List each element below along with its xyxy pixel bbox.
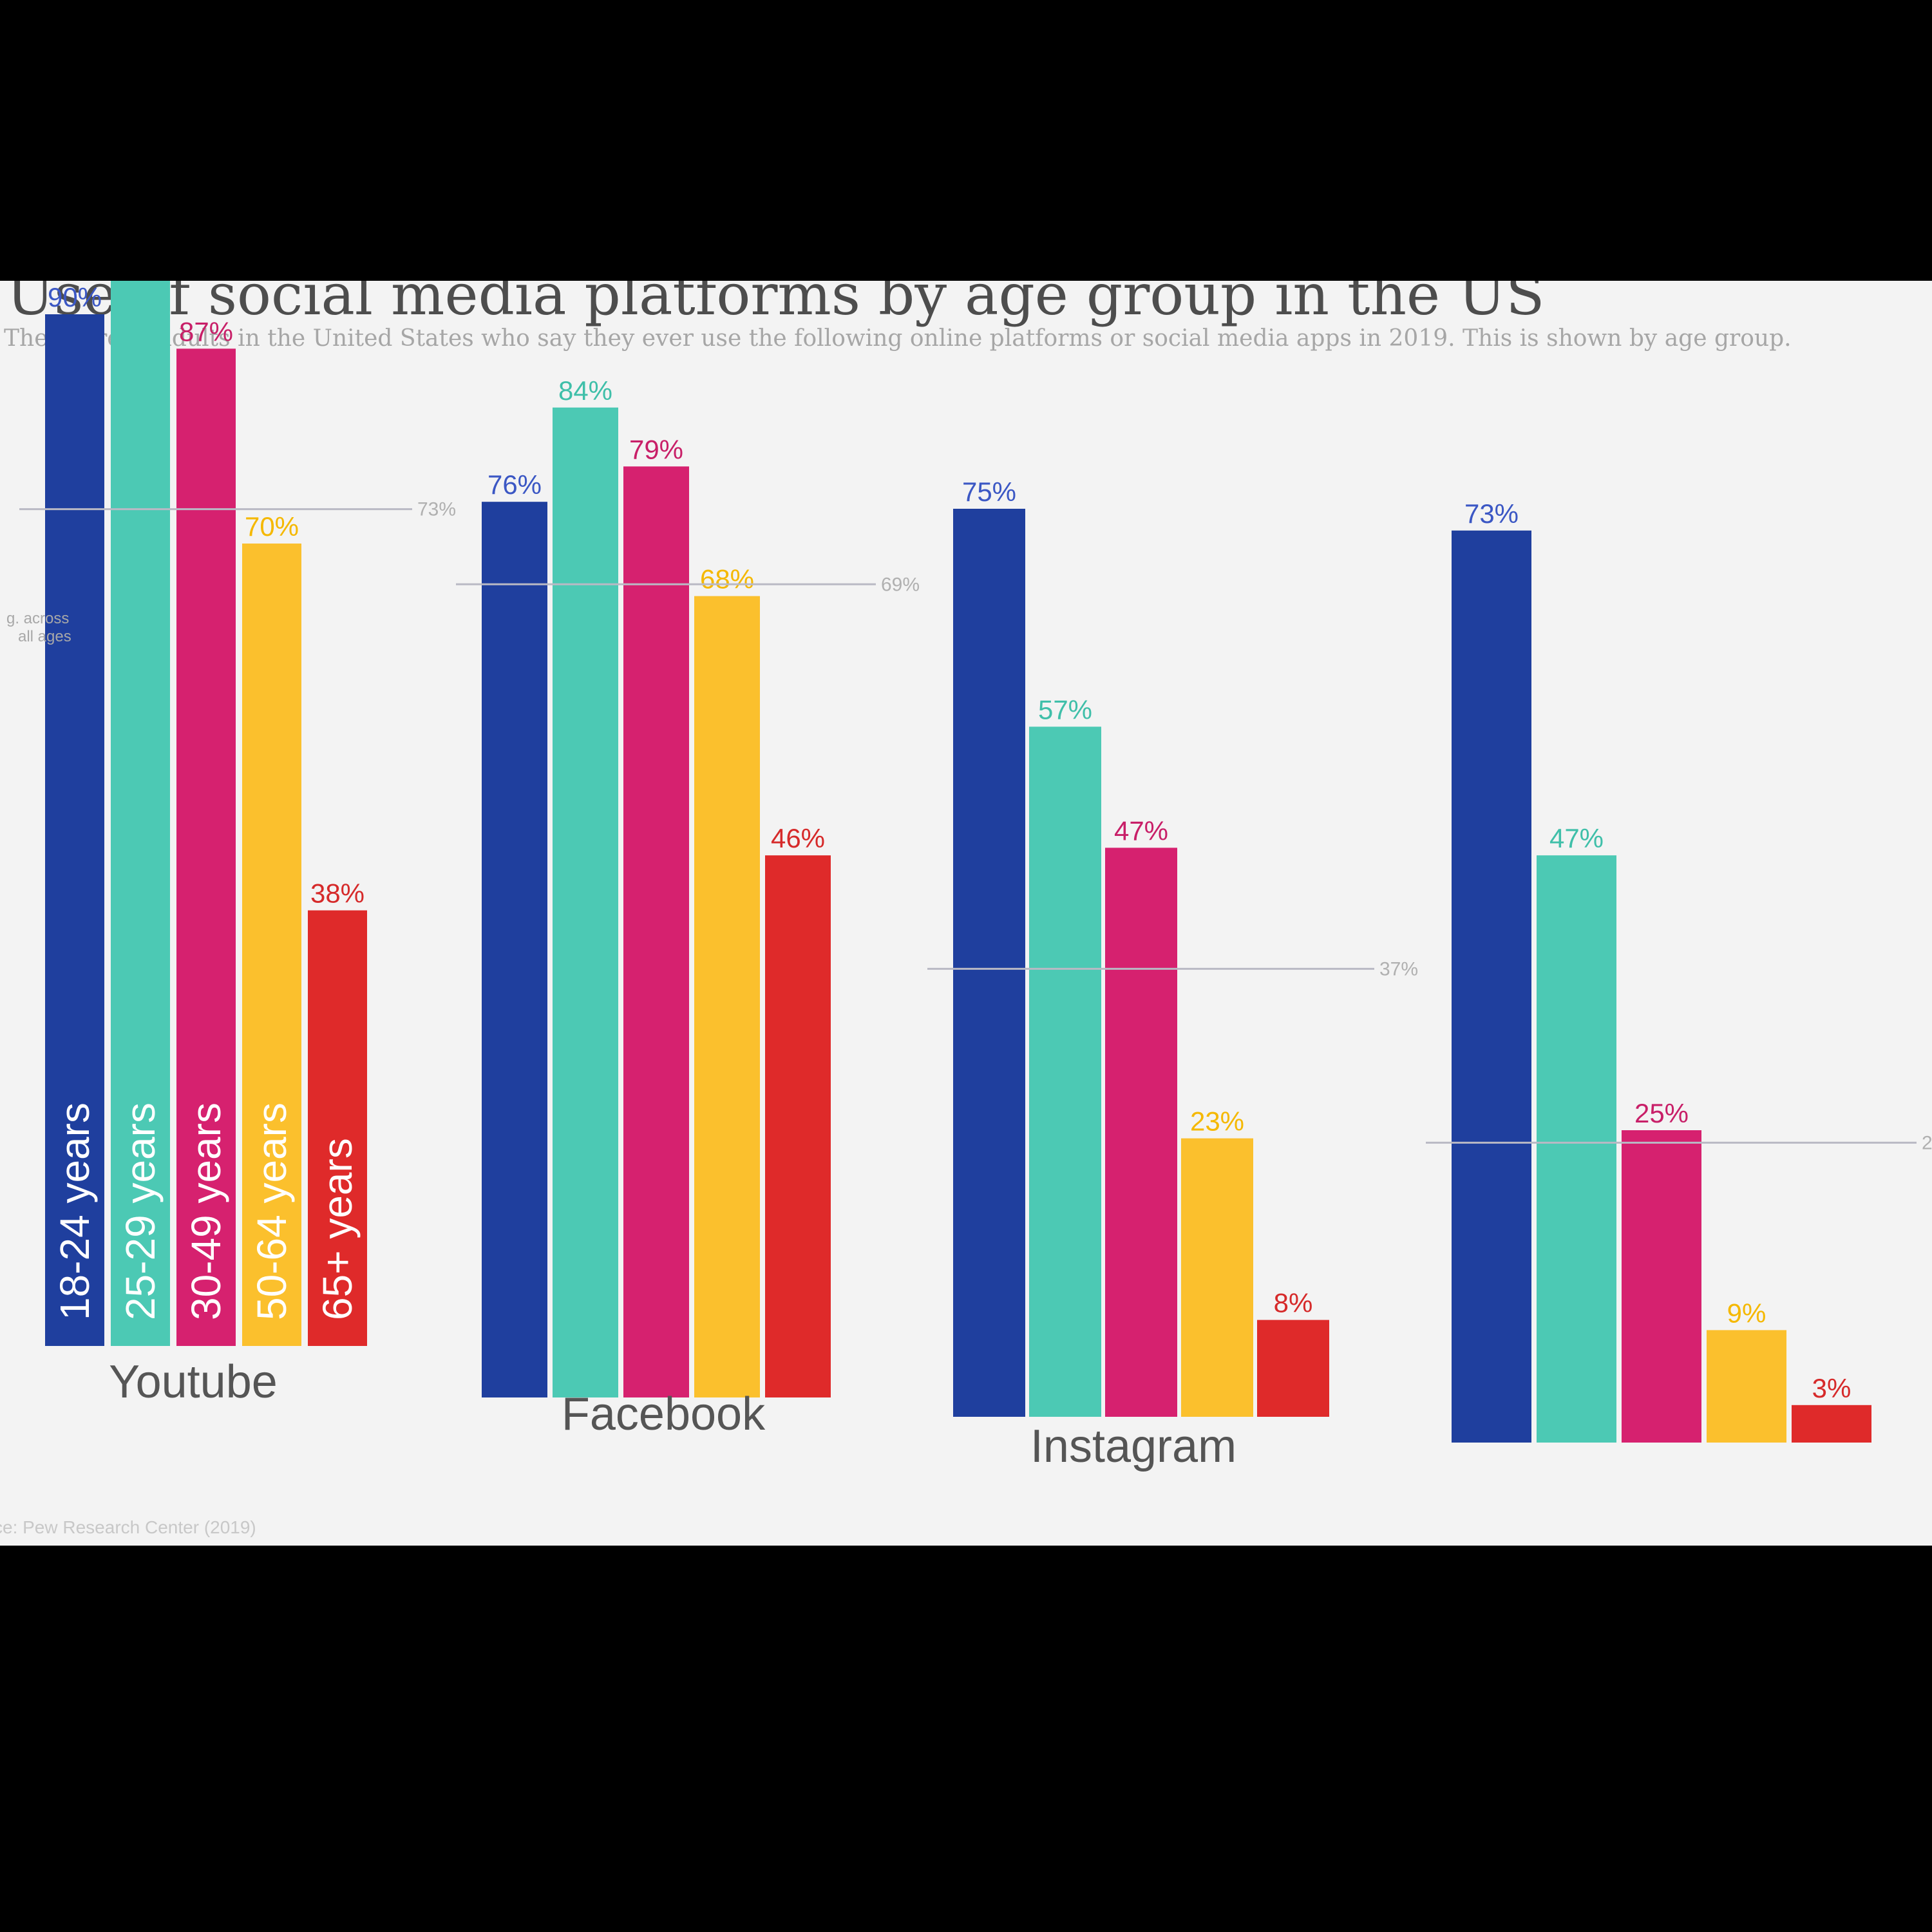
bar [242,544,301,1346]
bar [308,910,367,1346]
data-label: 3% [1812,1373,1852,1403]
data-label: 57% [1038,694,1092,724]
category-label: Facebook [562,1388,766,1440]
bar [1257,1320,1329,1417]
chart-title: Use of social media platforms by age gro… [6,281,1545,328]
data-label: 68% [700,564,754,594]
data-label: 47% [1549,823,1604,853]
category-label: Youtube [109,1356,278,1408]
data-label: 76% [488,469,542,500]
average-label: 37% [1379,958,1418,980]
data-label: 38% [310,878,365,909]
average-note: all ages [18,628,71,645]
chart-panel: Use of social media platforms by age gro… [0,281,1932,1546]
bar [1029,726,1101,1417]
data-label: 9% [1727,1298,1766,1328]
average-label: 73% [417,499,456,520]
bar [1181,1138,1253,1417]
bar-chart: 90%93%87%70%38%73%Youtube76%84%79%68%46%… [6,281,1932,1472]
bar [45,314,104,1346]
bar [765,855,831,1397]
bar [1105,848,1177,1417]
source-note: ce: Pew Research Center (2019) [0,1517,256,1537]
bar [1537,855,1616,1443]
legend-label: 50-64 years [249,1103,295,1320]
data-label: 84% [558,375,612,406]
data-label: 79% [629,434,683,464]
data-label: 75% [962,477,1016,507]
data-label: 8% [1274,1288,1313,1318]
bar [1452,530,1531,1443]
data-label: 73% [1464,498,1519,529]
bar [694,596,760,1397]
legend-label: 65+ years [314,1138,361,1320]
bar [111,281,170,1347]
bar [553,407,618,1397]
bar [482,502,547,1398]
legend-label: 25-29 years [117,1103,164,1320]
data-label: 90% [48,282,102,312]
legend-label: 18-24 years [52,1103,98,1320]
average-note: g. across [6,610,69,627]
bar [953,509,1025,1417]
data-label: 87% [179,316,233,346]
category-label: Instagram [1030,1421,1236,1472]
legend-label: 30-49 years [183,1103,229,1320]
data-label: 23% [1190,1106,1244,1137]
data-label: 25% [1634,1098,1689,1128]
data-label: 70% [245,511,299,542]
average-label: 69% [881,574,920,595]
chart-subtitle: The share of adults in the United States… [4,325,1792,352]
bar [1707,1330,1786,1443]
average-label: 24% [1922,1132,1932,1153]
bar [176,348,236,1346]
data-label: 46% [771,823,825,853]
data-label: 47% [1114,815,1168,846]
bar [1622,1130,1701,1443]
bar [1792,1405,1871,1443]
bar [623,466,689,1397]
